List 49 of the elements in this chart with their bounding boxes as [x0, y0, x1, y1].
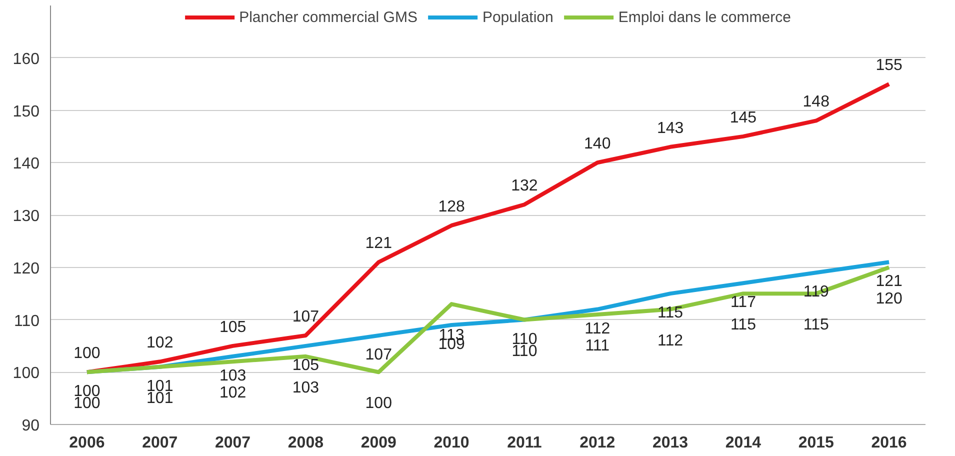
data-label: 121	[876, 273, 902, 290]
data-label: 102	[219, 384, 246, 402]
data-label: 155	[876, 57, 902, 74]
y-tick-label: 100	[12, 365, 40, 382]
x-tick-label: 2015	[798, 434, 834, 452]
data-label: 115	[730, 316, 756, 334]
data-label: 100	[365, 395, 392, 412]
data-label: 128	[438, 198, 465, 216]
data-label: 105	[292, 356, 320, 374]
x-tick-label: 2007	[142, 434, 178, 452]
legend-label: Emploi dans le commerce	[618, 8, 791, 26]
x-tick-label: 2016	[871, 434, 907, 452]
data-label: 112	[658, 332, 684, 350]
x-tick-label: 2013	[652, 434, 688, 452]
data-label: 100	[74, 345, 100, 362]
x-tick-label: 2011	[507, 434, 542, 452]
x-tick-label: 2006	[69, 434, 105, 452]
y-tick-label: 150	[12, 103, 40, 120]
data-label: 132	[511, 178, 538, 195]
y-tick-label: 140	[12, 156, 40, 173]
legend-label: Plancher commercial GMS	[239, 8, 418, 26]
data-label: 145	[730, 109, 757, 126]
data-label: 140	[584, 136, 611, 153]
data-label: 115	[803, 316, 829, 334]
data-label: 148	[802, 94, 830, 111]
y-tick-label: 90	[22, 418, 40, 434]
x-tick-label: 2012	[580, 434, 616, 452]
data-label: 143	[656, 120, 684, 137]
x-tick-label: 2009	[360, 434, 397, 452]
x-tick-label: 2007	[214, 434, 251, 452]
x-tick-label: 2008	[288, 434, 324, 452]
x-tick-label: 2014	[725, 434, 762, 452]
data-label: 112	[584, 320, 610, 338]
y-tick-label: 160	[12, 50, 40, 68]
data-label: 107	[292, 308, 320, 326]
x-tick-label: 2010	[434, 434, 470, 452]
y-tick-label: 130	[12, 208, 40, 225]
data-label: 103	[292, 379, 320, 396]
data-label: 103	[219, 367, 246, 384]
data-label: 107	[365, 346, 392, 364]
data-label: 117	[730, 294, 756, 312]
legend-label: Population	[482, 8, 554, 26]
y-tick-label: 110	[14, 312, 40, 330]
data-label: 120	[876, 290, 902, 308]
data-label: 111	[585, 338, 610, 355]
data-label: 105	[219, 318, 246, 336]
data-label: 102	[146, 334, 174, 352]
data-label: 121	[365, 235, 392, 252]
y-tick-label: 120	[12, 260, 40, 278]
